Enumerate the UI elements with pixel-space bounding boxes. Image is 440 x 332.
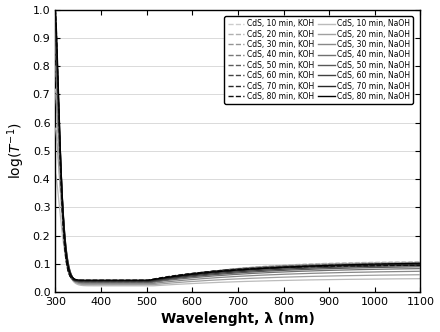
Y-axis label: log($T^{-1}$): log($T^{-1}$)	[6, 123, 27, 179]
Legend: CdS, 10 min, KOH, CdS, 20 min, KOH, CdS, 30 min, KOH, CdS, 40 min, KOH, CdS, 50 : CdS, 10 min, KOH, CdS, 20 min, KOH, CdS,…	[224, 16, 413, 104]
X-axis label: Wavelenght, λ (nm): Wavelenght, λ (nm)	[161, 312, 315, 326]
